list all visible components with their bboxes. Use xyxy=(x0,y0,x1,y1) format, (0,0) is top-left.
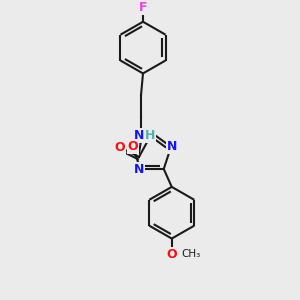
Text: H: H xyxy=(145,128,155,142)
Text: N: N xyxy=(134,163,144,176)
Text: N: N xyxy=(134,128,144,142)
Text: O: O xyxy=(115,142,125,154)
Text: O: O xyxy=(167,248,177,261)
Text: F: F xyxy=(139,1,147,14)
Text: N: N xyxy=(167,140,177,153)
Text: CH₃: CH₃ xyxy=(182,250,201,260)
Text: O: O xyxy=(128,140,138,153)
